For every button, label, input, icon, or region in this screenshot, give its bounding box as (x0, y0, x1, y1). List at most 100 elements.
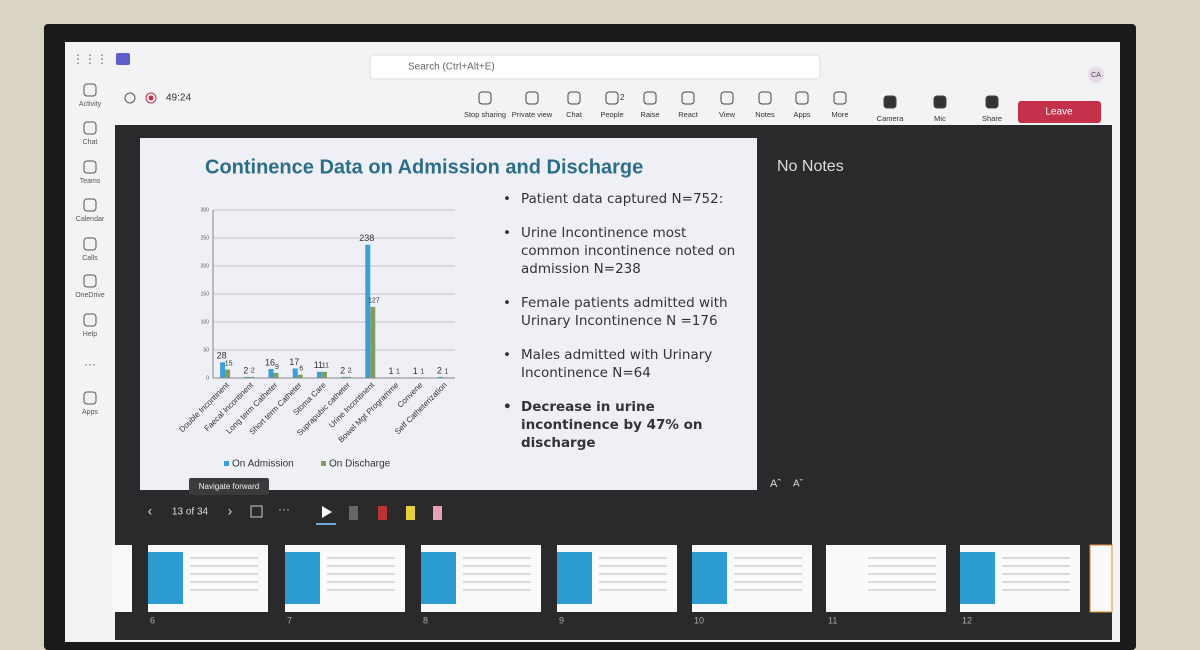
toolbar-icon[interactable] (681, 91, 695, 105)
thumbnail-partial (112, 545, 132, 612)
rail-icon[interactable] (83, 121, 97, 135)
thumbnail-accent (557, 552, 592, 604)
data-label: 2 (348, 368, 352, 375)
next-button[interactable]: › (228, 503, 233, 519)
thumbnail-number: 11 (828, 615, 837, 625)
toolbar-label: Chat (566, 110, 583, 119)
avatar-initials: CA (1091, 72, 1101, 79)
avatar[interactable] (1088, 67, 1104, 83)
search-placeholder: Search (Ctrl+Alt+E) (408, 62, 495, 73)
data-label: 2 (340, 365, 345, 375)
y-tick-label: 150 (201, 291, 210, 297)
pointer-tool[interactable] (322, 506, 332, 518)
rail-label: Activity (79, 101, 102, 108)
toolbar-icon[interactable] (605, 91, 619, 105)
toolbar-icon[interactable] (833, 91, 847, 105)
y-tick-label: 100 (201, 319, 210, 325)
rail-icon[interactable] (83, 391, 97, 405)
thumbnail-number: 8 (423, 615, 428, 625)
grid-view-button[interactable] (250, 505, 263, 518)
data-label: 2 (243, 365, 248, 375)
legend-label: On Admission (232, 459, 294, 470)
thumbnail-number: 6 (150, 615, 155, 625)
bar (346, 376, 352, 378)
toolbar-icon[interactable] (525, 91, 539, 105)
highlighter-tool[interactable] (406, 506, 415, 520)
font-decrease[interactable]: Aˇ (793, 478, 804, 490)
toolbar-label: Apps (793, 110, 810, 119)
tooltip (189, 478, 269, 495)
rail-label: Teams (80, 178, 101, 185)
toolbar-icon[interactable] (643, 91, 657, 105)
bullet: Female patients admitted with Urinary In… (503, 294, 738, 330)
rail-label: Help (83, 331, 98, 338)
font-increase[interactable]: Aˆ (770, 478, 781, 490)
slide-title: Continence Data on Admission and Dischar… (205, 156, 643, 178)
bar (244, 376, 250, 378)
toolbar-label: Private view (512, 110, 553, 119)
bar (437, 376, 443, 378)
more-button[interactable]: ··· (278, 502, 290, 516)
thumbnail-accent (692, 552, 727, 604)
people-count: 2 (620, 93, 625, 102)
toolbar-icon[interactable] (795, 91, 809, 105)
data-label: 238 (359, 233, 374, 243)
data-label: 6 (299, 365, 303, 372)
data-label: 2 (437, 365, 442, 375)
tooltip-text: Navigate forward (199, 482, 259, 491)
data-label: 15 (225, 360, 233, 367)
laser-tool[interactable] (349, 506, 358, 520)
thumbnail-number: 7 (287, 615, 292, 625)
legend-swatch (224, 461, 229, 466)
toolbar-icon[interactable] (567, 91, 581, 105)
toolbar-label: React (678, 110, 699, 119)
toolbar-icon[interactable] (758, 91, 772, 105)
rail-icon[interactable] (83, 83, 97, 97)
data-label: 11 (314, 360, 323, 370)
bar (249, 376, 255, 378)
pen-tool[interactable] (378, 506, 387, 520)
toolbar-icon[interactable] (933, 95, 947, 109)
eraser-tool[interactable] (433, 506, 442, 520)
previous-button[interactable]: ‹ (148, 503, 153, 519)
meeting-timer: 49:24 (166, 93, 191, 104)
data-label: 127 (368, 298, 380, 305)
app-launcher[interactable]: ⋮⋮⋮ (72, 52, 108, 66)
toolbar-icon[interactable] (720, 91, 734, 105)
rail-icon[interactable] (83, 237, 97, 251)
thumbnail-accent (285, 552, 320, 604)
toolbar-label: More (831, 110, 848, 119)
rail-icon[interactable] (83, 160, 97, 174)
bar (370, 306, 376, 378)
toolbar-icon[interactable] (478, 91, 492, 105)
toolbar-label: View (719, 110, 736, 119)
thumbnail-number: 9 (559, 615, 564, 625)
data-label: 28 (217, 351, 227, 361)
rail-icon[interactable] (83, 313, 97, 327)
data-label: 1 (388, 366, 393, 376)
toolbar-icon[interactable] (985, 95, 999, 109)
rail-icon[interactable] (83, 198, 97, 212)
y-tick-label: 0 (206, 375, 209, 381)
legend-swatch (321, 461, 326, 466)
notes-text: No Notes (777, 158, 844, 175)
bar (292, 368, 298, 378)
rail-more[interactable]: ··· (84, 357, 96, 371)
data-label: 2 (251, 368, 255, 375)
toolbar-icon[interactable] (883, 95, 897, 109)
data-label: 1 (396, 368, 400, 375)
legend-label: On Discharge (329, 459, 391, 470)
thumbnail-accent (148, 552, 183, 604)
search-box[interactable] (369, 54, 821, 80)
record-dot (148, 95, 154, 101)
rail-label: Chat (83, 139, 98, 146)
thumbnail-number: 12 (962, 615, 972, 625)
leave-label: Leave (1045, 107, 1073, 118)
bar (273, 372, 279, 378)
bullet: Urine Incontinence most common incontine… (503, 224, 738, 278)
teams-logo (116, 53, 130, 65)
thumbnail-accent (960, 552, 995, 604)
leave-button[interactable] (1018, 101, 1101, 123)
rail-icon[interactable] (83, 274, 97, 288)
